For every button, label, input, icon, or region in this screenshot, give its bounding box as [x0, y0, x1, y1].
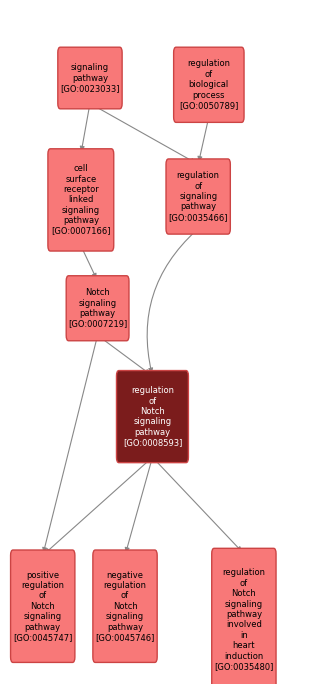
Text: Notch
signaling
pathway
[GO:0007219]: Notch signaling pathway [GO:0007219] [68, 288, 127, 328]
FancyBboxPatch shape [174, 47, 244, 122]
FancyBboxPatch shape [11, 550, 75, 663]
Text: regulation
of
Notch
signaling
pathway
[GO:0008593]: regulation of Notch signaling pathway [G… [123, 386, 182, 447]
Text: positive
regulation
of
Notch
signaling
pathway
[GO:0045747]: positive regulation of Notch signaling p… [13, 571, 72, 642]
FancyBboxPatch shape [93, 550, 157, 663]
Text: cell
surface
receptor
linked
signaling
pathway
[GO:0007166]: cell surface receptor linked signaling p… [51, 164, 111, 236]
Text: regulation
of
Notch
signaling
pathway
involved
in
heart
induction
[GO:0035480]: regulation of Notch signaling pathway in… [214, 569, 274, 671]
Text: negative
regulation
of
Notch
signaling
pathway
[GO:0045746]: negative regulation of Notch signaling p… [95, 571, 155, 642]
FancyBboxPatch shape [117, 370, 188, 463]
Text: regulation
of
biological
process
[GO:0050789]: regulation of biological process [GO:005… [179, 59, 239, 110]
FancyBboxPatch shape [48, 149, 114, 251]
FancyBboxPatch shape [212, 549, 276, 691]
Text: regulation
of
signaling
pathway
[GO:0035466]: regulation of signaling pathway [GO:0035… [169, 171, 228, 222]
FancyBboxPatch shape [166, 159, 230, 234]
Text: signaling
pathway
[GO:0023033]: signaling pathway [GO:0023033] [60, 63, 120, 93]
FancyBboxPatch shape [66, 276, 129, 341]
FancyBboxPatch shape [58, 47, 122, 108]
